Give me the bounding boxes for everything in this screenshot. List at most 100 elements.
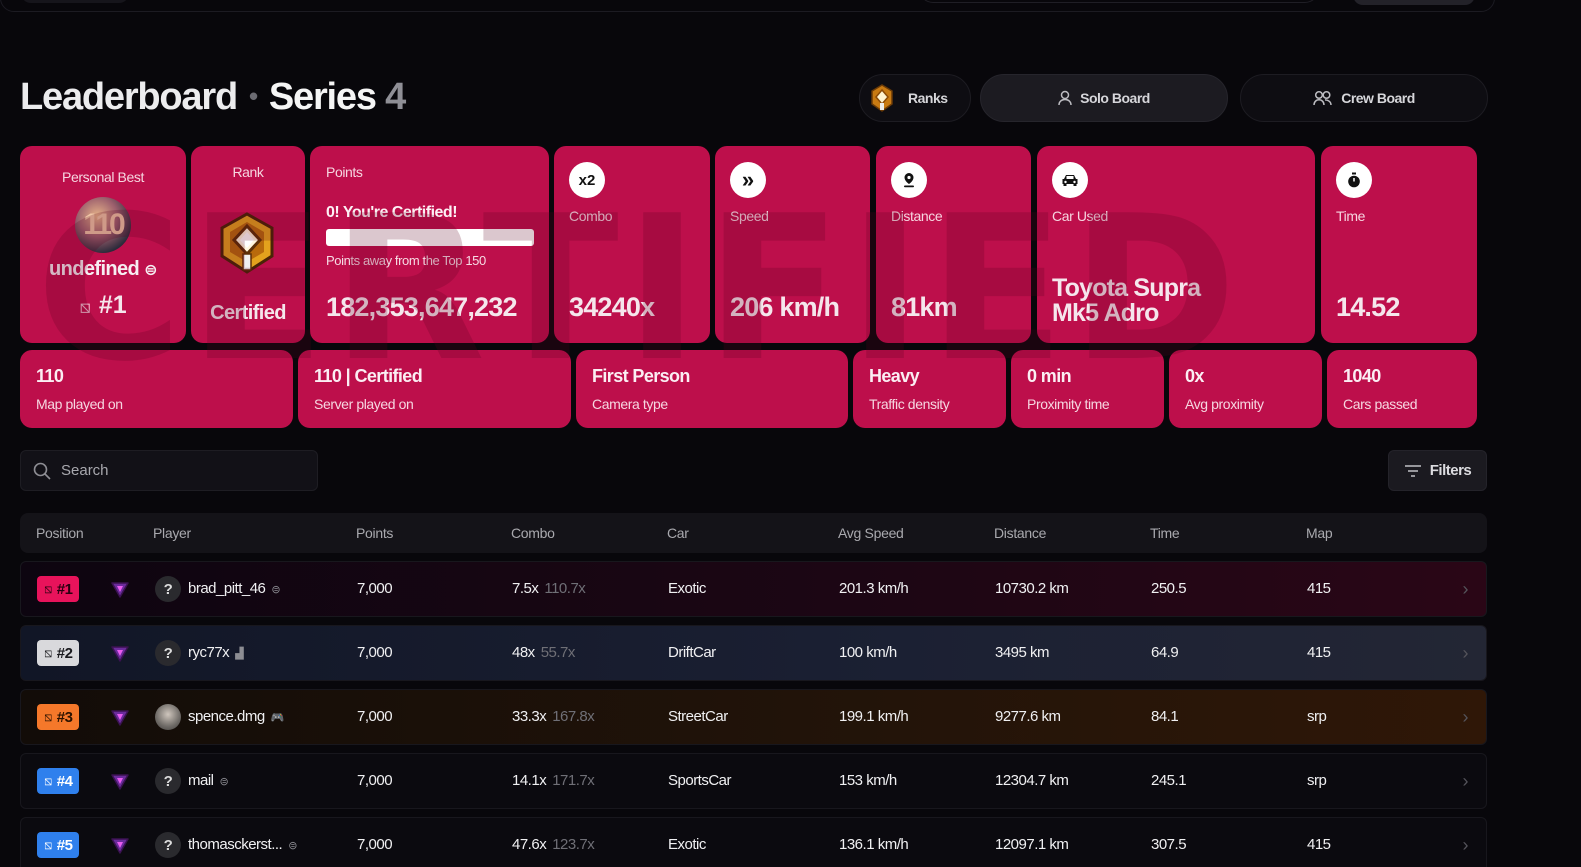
search-box[interactable] <box>20 450 318 491</box>
column-time[interactable]: Time <box>1150 525 1180 541</box>
map-cell: srp <box>1307 772 1327 789</box>
chevron-right-icon[interactable]: › <box>1462 707 1469 727</box>
series-logo-icon: ⧅ <box>79 297 91 317</box>
distance-cell: 12097.1 km <box>995 836 1069 853</box>
solo-board-label: Solo Board <box>1080 90 1150 106</box>
distance-card: Distance 81km <box>876 146 1031 343</box>
distance-cell: 10730.2 km <box>995 580 1069 597</box>
column-car[interactable]: Car <box>667 525 689 541</box>
combo-cell: 48x 55.7x <box>512 626 575 680</box>
player-name[interactable]: brad_pitt_46 ⊜ <box>188 562 281 617</box>
time-cell: 245.1 <box>1151 772 1187 789</box>
combo-label: Combo <box>569 208 613 224</box>
table-row[interactable]: ⧅ #4 ? mail ⊜ 7,000 14.1x 171.7x SportsCar … <box>20 753 1487 809</box>
player-name[interactable]: spence.dmg 🎮 <box>188 690 284 745</box>
points-card: Points 0! You're Certified! Points away … <box>310 146 549 343</box>
column-player[interactable]: Player <box>153 525 191 541</box>
combo-max-value: 110.7x <box>544 580 586 597</box>
speed-value: 206 km/h <box>730 292 840 322</box>
personal-best-card: Personal Best 110 undefined ⊜ ⧅ #1 <box>20 146 186 343</box>
detail-label: Traffic density <box>869 396 950 412</box>
title-separator: • <box>248 81 258 111</box>
nav-search[interactable] <box>919 0 1319 3</box>
chevron-right-icon[interactable]: › <box>1462 835 1469 855</box>
avg-speed-cell: 136.1 km/h <box>839 836 909 853</box>
search-input[interactable] <box>61 462 301 479</box>
distance-value: 81km <box>891 292 958 322</box>
points-cell: 7,000 <box>357 836 393 853</box>
column-avg-speed[interactable]: Avg Speed <box>838 525 904 541</box>
filters-button[interactable]: Filters <box>1388 450 1487 491</box>
search-icon <box>33 462 51 480</box>
ranks-button[interactable]: Ranks <box>859 74 971 122</box>
certified-rank-badge-icon <box>220 212 274 274</box>
column-map[interactable]: Map <box>1306 525 1333 541</box>
solo-board-button[interactable]: Solo Board <box>980 74 1228 122</box>
page-header: Leaderboard • Series 4 Ranks Solo Board Cr… <box>20 74 1488 122</box>
combo-cell: 14.1x 171.7x <box>512 754 595 808</box>
series-logo-icon: ⧅ <box>44 645 52 660</box>
location-pin-icon <box>891 162 927 198</box>
car-name-line1: Toyota Supra <box>1052 274 1201 302</box>
position-badge: ⧅ #4 <box>37 768 80 794</box>
map-cell: 415 <box>1307 644 1331 661</box>
rank-value: Certified <box>210 302 286 324</box>
avatar: ? <box>155 768 181 794</box>
points-label: Points <box>326 164 363 180</box>
steering-wheel-icon: ⊜ <box>219 776 229 788</box>
position-badge: ⧅ #1 <box>37 576 80 602</box>
avg-speed-cell: 201.3 km/h <box>839 580 909 597</box>
car-cell: Exotic <box>668 836 706 853</box>
distance-label: Distance <box>891 208 943 224</box>
player-name-text: ryc77x <box>188 644 230 661</box>
nav-button[interactable] <box>21 0 129 3</box>
combo-cell: 7.5x 110.7x <box>512 562 586 616</box>
position-badge: ⧅ #3 <box>37 704 80 730</box>
map-cell: srp <box>1307 708 1327 725</box>
series-logo-icon: ⧅ <box>44 773 52 788</box>
column-distance[interactable]: Distance <box>994 525 1047 541</box>
combo-card: x2 Combo 34240x <box>554 146 710 343</box>
combo-max-value: 55.7x <box>540 644 576 661</box>
car-used-card: Car Used Toyota Supra Mk5 Adro <box>1037 146 1315 343</box>
certified-message: 0! You're Certified! <box>326 204 458 221</box>
player-name-text: brad_pitt_46 <box>188 580 266 597</box>
car-cell: SportsCar <box>668 772 732 789</box>
table-row[interactable]: ⧅ #2 ? ryc77x ▟ 7,000 48x 55.7x DriftCar 10… <box>20 625 1487 681</box>
series-number: 4 <box>385 76 406 118</box>
gamepad-icon: 🎮 <box>270 712 285 724</box>
chevron-right-icon[interactable]: › <box>1462 643 1469 663</box>
player-name[interactable]: mail ⊜ <box>188 754 229 809</box>
time-cell: 64.9 <box>1151 644 1179 661</box>
player-name: undefined ⊜ <box>20 258 186 281</box>
player-name[interactable]: thomasckerst... ⊜ <box>188 818 297 867</box>
detail-label: Camera type <box>592 396 668 412</box>
map-cell: 415 <box>1307 580 1331 597</box>
tier-badge-icon <box>111 838 129 854</box>
combo-max-value: 167.8x <box>552 708 595 725</box>
nav-profile-button[interactable] <box>1353 0 1475 5</box>
combo-value: 34240x <box>569 292 655 322</box>
detail-cars-passed-card: 1040 Cars passed <box>1327 350 1477 428</box>
table-row[interactable]: ⧅ #5 ? thomasckerst... ⊜ 7,000 47.6x 123.7x… <box>20 817 1487 867</box>
column-position[interactable]: Position <box>36 525 84 541</box>
chevron-right-icon[interactable]: › <box>1462 771 1469 791</box>
column-points[interactable]: Points <box>356 525 394 541</box>
detail-label: Cars passed <box>1343 396 1418 412</box>
detail-label: Proximity time <box>1027 396 1110 412</box>
column-combo[interactable]: Combo <box>511 525 555 541</box>
player-name[interactable]: ryc77x ▟ <box>188 626 244 681</box>
tier-badge-icon <box>111 646 129 662</box>
crew-board-button[interactable]: Crew Board <box>1240 74 1488 122</box>
series-logo-icon: ⧅ <box>44 581 52 596</box>
table-header: Position Player Points Combo Car Avg Spe… <box>20 513 1487 553</box>
table-row[interactable]: ⧅ #1 ? brad_pitt_46 ⊜ 7,000 7.5x 110.7x Exo… <box>20 561 1487 617</box>
detail-traffic-card: Heavy Traffic density <box>853 350 1006 428</box>
chevron-right-icon[interactable]: › <box>1462 579 1469 599</box>
position-badge: ⧅ #5 <box>37 832 80 858</box>
top-navbar <box>0 0 1495 12</box>
filter-icon <box>1404 464 1421 477</box>
time-cell: 250.5 <box>1151 580 1187 597</box>
combo-max-value: 171.7x <box>552 772 595 789</box>
table-row[interactable]: ⧅ #3 spence.dmg 🎮 7,000 33.3x 167.8x Street… <box>20 689 1487 745</box>
